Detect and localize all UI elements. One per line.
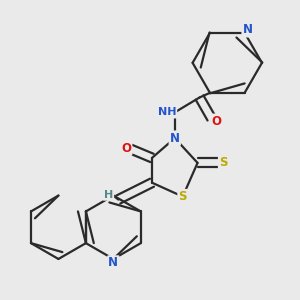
Text: N: N <box>108 256 118 269</box>
Text: NH: NH <box>158 107 176 117</box>
Text: N: N <box>170 132 180 145</box>
Text: O: O <box>212 115 221 128</box>
Text: N: N <box>243 23 253 36</box>
Text: O: O <box>121 142 131 154</box>
Text: S: S <box>178 190 187 203</box>
Text: H: H <box>104 190 113 200</box>
Text: S: S <box>219 156 228 170</box>
